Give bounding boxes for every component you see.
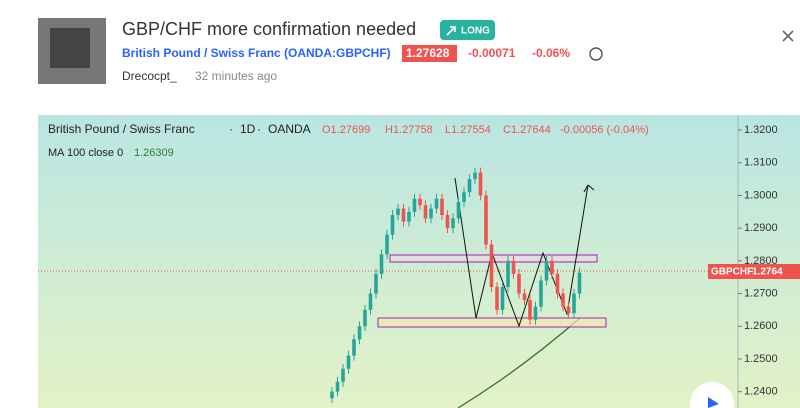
candle-body <box>379 254 384 274</box>
candle-body <box>396 208 400 216</box>
symbol-name[interactable]: British Pound / Swiss Franc <box>122 46 281 60</box>
time: 32 minutes ago <box>195 69 277 83</box>
last-symbol: GBPCHF <box>711 267 753 278</box>
candle-body <box>418 198 422 206</box>
candle-body <box>429 208 433 219</box>
candle-body <box>385 234 389 255</box>
candle-body <box>517 273 521 294</box>
candle-body <box>467 179 472 193</box>
y-tick-label: 1.2400 <box>744 386 778 398</box>
ohlc-value: L1.27554 <box>445 124 491 136</box>
chart-exchange: OANDA <box>268 122 311 136</box>
candle-body <box>330 391 334 399</box>
long-icon <box>446 26 456 36</box>
arrow-head <box>583 184 595 193</box>
candle-body <box>412 198 417 212</box>
idea-title: GBP/CHF more confirmation needed <box>122 19 416 39</box>
candle-body <box>451 218 455 229</box>
candle-body <box>544 260 549 281</box>
y-tick-label: 1.2500 <box>744 353 778 365</box>
candle-body <box>445 215 450 229</box>
candle-body <box>401 208 406 222</box>
y-tick-label: 1.2700 <box>744 287 778 299</box>
symbol-code[interactable]: (OANDA:GBPCHF) <box>284 46 391 60</box>
avatar-figure <box>50 28 90 68</box>
candle-body <box>566 306 571 314</box>
candle-body <box>550 260 554 274</box>
chart-interval: 1D <box>240 122 256 136</box>
author[interactable]: Drecocpt_ <box>122 69 177 83</box>
ma-value: 1.26309 <box>134 147 174 159</box>
candle-body <box>363 309 367 327</box>
play-button[interactable] <box>690 382 734 408</box>
candle-body <box>423 205 428 219</box>
candle-body <box>577 272 582 294</box>
ma-label: MA 100 close 0 <box>48 147 123 159</box>
candle-body <box>434 198 439 209</box>
candle-body <box>555 273 560 294</box>
y-tick-label: 1.3100 <box>744 157 778 169</box>
candle-body <box>500 287 505 310</box>
chart: British Pound / Swiss Franc · 1D · OANDA… <box>38 115 800 408</box>
y-tick-label: 1.2600 <box>744 320 778 332</box>
candle-body <box>528 300 532 320</box>
moving-average <box>457 317 581 408</box>
close-button[interactable] <box>782 30 794 42</box>
ohlc-value: -0.00056 (-0.04%) <box>560 124 649 136</box>
price: 1.27628 <box>406 46 450 60</box>
candle-body <box>522 293 527 301</box>
candle-body <box>484 195 488 245</box>
change: -0.00071 <box>468 46 516 60</box>
candle-body <box>478 172 483 196</box>
candle-body <box>335 381 340 392</box>
candle-body <box>495 287 499 310</box>
separator: · <box>257 122 261 136</box>
long-badge <box>440 20 495 40</box>
y-tick-label: 1.2900 <box>744 222 778 234</box>
candle-body <box>374 273 378 294</box>
candle-body <box>473 172 477 180</box>
candle-body <box>357 326 362 340</box>
alert-icon[interactable] <box>589 47 603 61</box>
resistance-zone <box>389 254 598 263</box>
candle-body <box>506 260 510 288</box>
candle-body <box>390 215 395 235</box>
change-pct: -0.06% <box>532 46 570 60</box>
candle-body <box>341 368 345 382</box>
candle-body <box>489 244 494 288</box>
candle-body <box>533 306 538 320</box>
candle-body <box>539 280 543 307</box>
candle-body <box>462 192 466 202</box>
candle-body <box>572 293 576 314</box>
candle-body <box>456 201 461 219</box>
candle-body <box>352 339 356 356</box>
support-zone <box>377 317 607 328</box>
y-tick-label: 1.3200 <box>744 124 778 136</box>
pattern-drawing <box>454 177 589 328</box>
separator: · <box>229 122 233 136</box>
candle-body <box>407 211 411 222</box>
price-badge <box>402 45 457 62</box>
chart-symbol: British Pound / Swiss Franc <box>48 122 195 136</box>
last-price-badge <box>708 264 800 279</box>
last-price: 1.2764 <box>752 267 783 278</box>
ohlc-value: H1.27758 <box>385 124 433 136</box>
candle-body <box>346 355 351 369</box>
ohlc-value: C1.27644 <box>503 124 551 136</box>
candle-body <box>561 293 565 307</box>
candle-body <box>368 293 373 310</box>
candle-body <box>511 260 516 274</box>
candle-body <box>440 198 444 216</box>
ohlc-value: O1.27699 <box>322 124 370 136</box>
y-tick-label: 1.3000 <box>744 189 778 201</box>
y-tick-label: 1.2800 <box>744 255 778 267</box>
play-icon <box>708 397 719 408</box>
long-label: LONG <box>461 26 490 37</box>
